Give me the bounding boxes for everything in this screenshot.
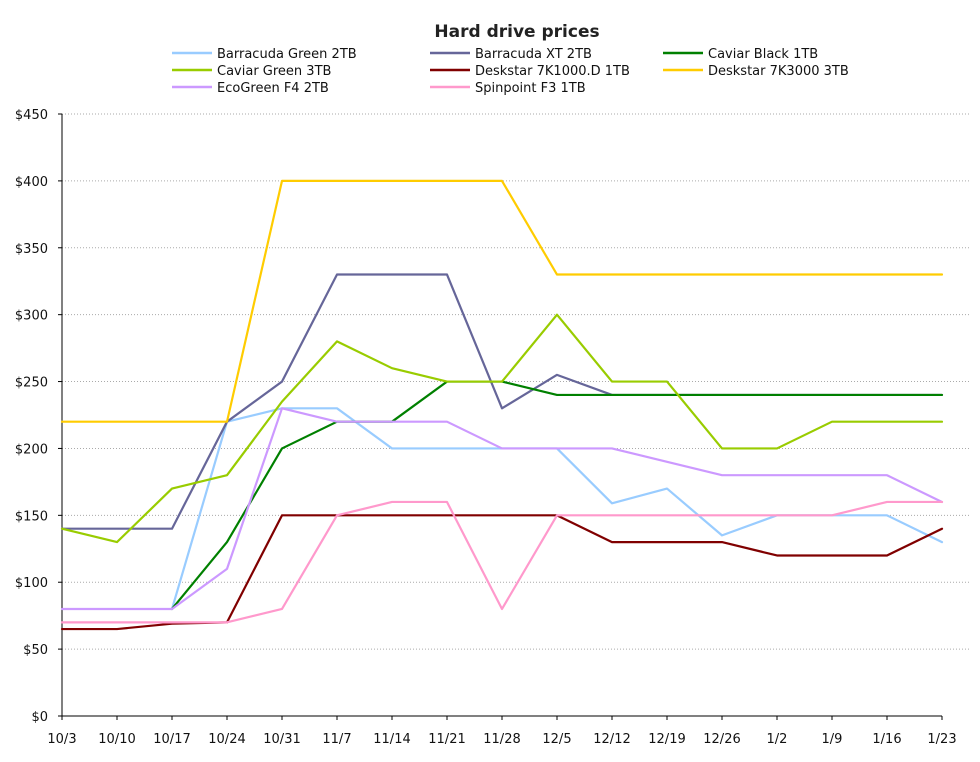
series-line-spinpoint-f3-1tb [60, 500, 944, 624]
x-tick-label: 10/3 [47, 732, 76, 747]
legend-label-barracuda-xt-2tb: Barracuda XT 2TB [475, 47, 592, 62]
x-tick-label: 11/14 [373, 732, 410, 747]
y-tick-label: $200 [15, 442, 48, 457]
y-tick-label: $0 [31, 710, 48, 725]
x-tick-label: 10/31 [263, 732, 300, 747]
series-line-caviar-black-1tb [170, 380, 944, 611]
y-tick-label: $150 [15, 509, 48, 524]
legend-label-caviar-green-3tb: Caviar Green 3TB [217, 64, 331, 79]
y-tick-label: $400 [15, 175, 48, 190]
series-line-barracuda-xt-2tb [60, 273, 944, 530]
y-tick-label: $450 [15, 108, 48, 123]
y-tick-label: $350 [15, 242, 48, 257]
x-tick-label: 1/2 [767, 732, 788, 747]
axes: $0 $50 $100 $150 $200 $250 $300 $350 $400 $450 10/… [15, 108, 957, 747]
x-tick-label: 1/23 [927, 732, 956, 747]
y-tick-label: $250 [15, 376, 48, 391]
x-tick-label: 12/12 [593, 732, 630, 747]
series-line-ecogreen-f4-2tb [60, 407, 944, 611]
y-tick-label: $300 [15, 309, 48, 324]
y-tick-label: $50 [23, 643, 48, 658]
y-tick-label: $100 [15, 576, 48, 591]
x-tick-label: 1/16 [872, 732, 901, 747]
x-tick-label: 11/7 [322, 732, 351, 747]
x-tick-label: 10/17 [153, 732, 190, 747]
x-tick-label: 11/28 [483, 732, 520, 747]
series-lines [60, 179, 944, 631]
legend-label-barracuda-green-2tb: Barracuda Green 2TB [217, 47, 357, 62]
series-line-deskstar-7k3000-3tb [60, 179, 944, 423]
legend-label-deskstar-7k3000-3tb: Deskstar 7K3000 3TB [708, 64, 849, 79]
legend-label-ecogreen-f4-2tb: EcoGreen F4 2TB [217, 81, 329, 96]
legend: Barracuda Green 2TB Barracuda XT 2TB Cavia… [172, 47, 849, 96]
series-line-barracuda-green-2tb [170, 407, 944, 611]
legend-label-spinpoint-f3-1tb: Spinpoint F3 1TB [475, 81, 586, 96]
x-tick-label: 12/26 [703, 732, 740, 747]
x-tick-label: 11/21 [428, 732, 465, 747]
x-tick-label: 10/10 [98, 732, 135, 747]
legend-label-caviar-black-1tb: Caviar Black 1TB [708, 47, 818, 62]
x-tick-label: 12/5 [542, 732, 571, 747]
x-tick-label: 12/19 [648, 732, 685, 747]
x-tick-label: 10/24 [208, 732, 245, 747]
x-tick-label: 1/9 [822, 732, 843, 747]
series-line-caviar-green-3tb [60, 313, 944, 544]
legend-label-deskstar-7k1000-d-1tb: Deskstar 7K1000.D 1TB [475, 64, 630, 79]
grid-lines [62, 113, 970, 650]
chart-title: Hard drive prices [434, 22, 599, 42]
